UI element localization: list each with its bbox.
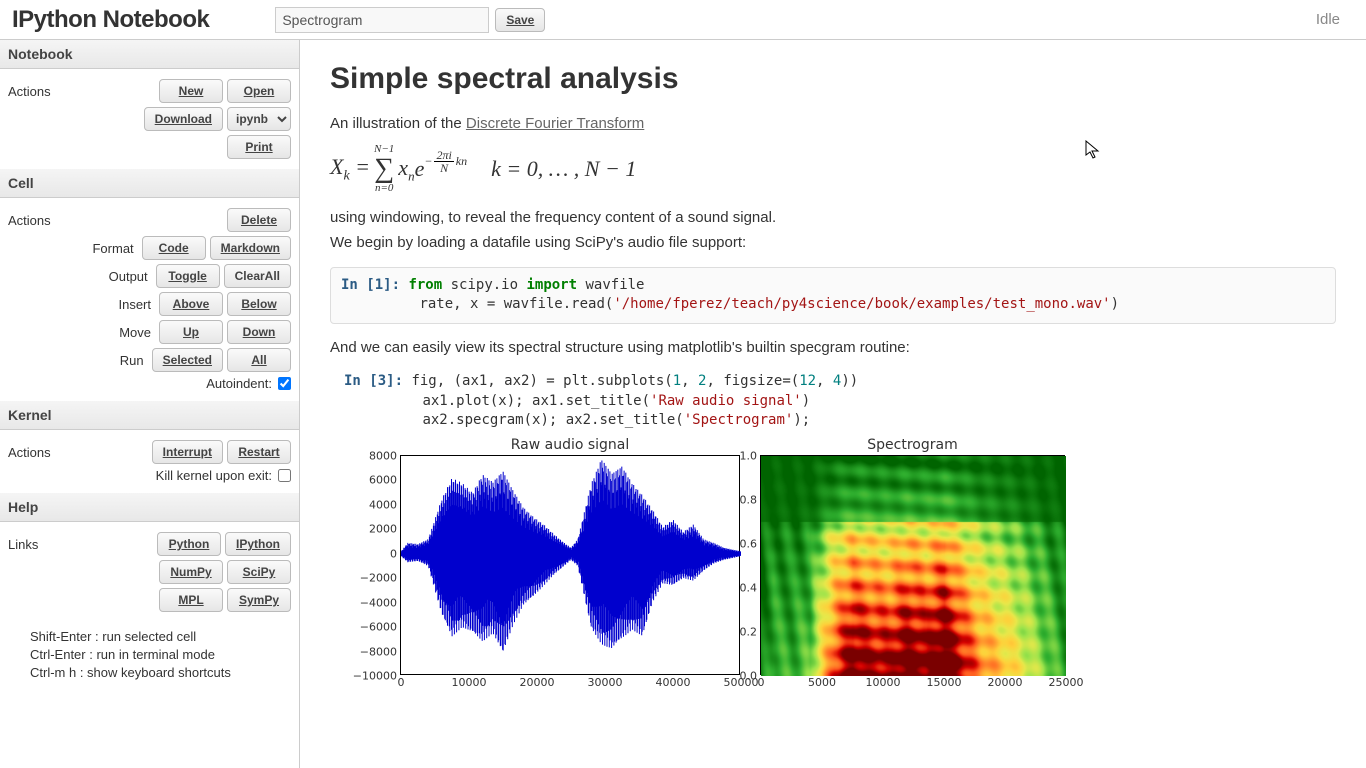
help-shortcuts: Shift-Enter : run selected cell Ctrl-Ent… xyxy=(0,622,299,693)
autoindent-label: Autoindent: xyxy=(206,376,272,391)
new-button[interactable]: New xyxy=(159,79,223,103)
output-label: Output xyxy=(109,269,148,284)
plot2-area: 0.00.20.40.60.81.00500010000150002000025… xyxy=(760,455,1065,675)
clearall-button[interactable]: ClearAll xyxy=(224,264,291,288)
down-button[interactable]: Down xyxy=(227,320,291,344)
save-button[interactable]: Save xyxy=(495,8,545,32)
doc-title: Simple spectral analysis xyxy=(330,62,1336,96)
panel-help-header: Help xyxy=(0,493,299,522)
autoindent-checkbox[interactable] xyxy=(278,377,291,390)
help-ipython-button[interactable]: IPython xyxy=(225,532,291,556)
help-links-label: Links xyxy=(8,537,38,552)
restart-button[interactable]: Restart xyxy=(227,440,291,464)
kill-kernel-checkbox[interactable] xyxy=(278,469,291,482)
plot-raw-audio: Raw audio signal −10000−8000−6000−4000−2… xyxy=(400,437,740,675)
kill-kernel-label: Kill kernel upon exit: xyxy=(156,468,272,483)
code-cell-2[interactable]: In [3]: fig, (ax1, ax2) = plt.subplots(1… xyxy=(344,372,1336,431)
open-button[interactable]: Open xyxy=(227,79,291,103)
up-button[interactable]: Up xyxy=(159,320,223,344)
dft-link[interactable]: Discrete Fourier Transform xyxy=(466,115,644,132)
mid-text: And we can easily view its spectral stru… xyxy=(330,338,1336,358)
kernel-status: Idle xyxy=(1316,11,1360,28)
notebook-name-input[interactable] xyxy=(275,7,489,33)
below-button[interactable]: Below xyxy=(227,292,291,316)
help-scipy-button[interactable]: SciPy xyxy=(227,560,291,584)
help-sympy-button[interactable]: SymPy xyxy=(227,588,291,612)
above-button[interactable]: Above xyxy=(159,292,223,316)
cell-actions-label: Actions xyxy=(8,213,51,228)
intro-line-2a: using windowing, to reveal the frequency… xyxy=(330,208,1336,228)
plot1-area: −10000−8000−6000−4000−200002000400060008… xyxy=(400,455,740,675)
move-label: Move xyxy=(119,325,151,340)
toggle-button[interactable]: Toggle xyxy=(156,264,220,288)
markdown-button[interactable]: Markdown xyxy=(210,236,291,260)
delete-button[interactable]: Delete xyxy=(227,208,291,232)
panel-notebook-header: Notebook xyxy=(0,40,299,69)
header: IPython Notebook Save Idle xyxy=(0,0,1366,40)
code-cell-1[interactable]: In [1]: from scipy.io import wavfile rat… xyxy=(330,267,1336,324)
dft-equation: Xk = N−1 ∑ n=0 xn e −2πiN kn k = 0, … , … xyxy=(330,144,1336,194)
output-plots: Raw audio signal −10000−8000−6000−4000−2… xyxy=(400,437,1336,675)
run-all-button[interactable]: All xyxy=(227,348,291,372)
kernel-actions-label: Actions xyxy=(8,445,51,460)
help-python-button[interactable]: Python xyxy=(157,532,221,556)
help-numpy-button[interactable]: NumPy xyxy=(159,560,223,584)
notebook-area[interactable]: Simple spectral analysis An illustration… xyxy=(300,40,1366,768)
notebook-actions-label: Actions xyxy=(8,84,51,99)
sidebar: Notebook Actions New Open Download ipynb… xyxy=(0,40,300,768)
app-title: IPython Notebook xyxy=(6,6,215,34)
download-format-select[interactable]: ipynb xyxy=(227,107,291,131)
plot-spectrogram: Spectrogram 0.00.20.40.60.81.00500010000… xyxy=(760,437,1065,675)
intro-line-1: An illustration of the Discrete Fourier … xyxy=(330,114,1336,134)
code-button[interactable]: Code xyxy=(142,236,206,260)
insert-label: Insert xyxy=(118,297,151,312)
print-button[interactable]: Print xyxy=(227,135,291,159)
help-mpl-button[interactable]: MPL xyxy=(159,588,223,612)
intro-line-2b: We begin by loading a datafile using Sci… xyxy=(330,233,1336,253)
panel-kernel-header: Kernel xyxy=(0,401,299,430)
panel-cell-header: Cell xyxy=(0,169,299,198)
download-button[interactable]: Download xyxy=(144,107,223,131)
format-label: Format xyxy=(92,241,133,256)
run-selected-button[interactable]: Selected xyxy=(152,348,223,372)
interrupt-button[interactable]: Interrupt xyxy=(152,440,223,464)
run-label: Run xyxy=(120,353,144,368)
